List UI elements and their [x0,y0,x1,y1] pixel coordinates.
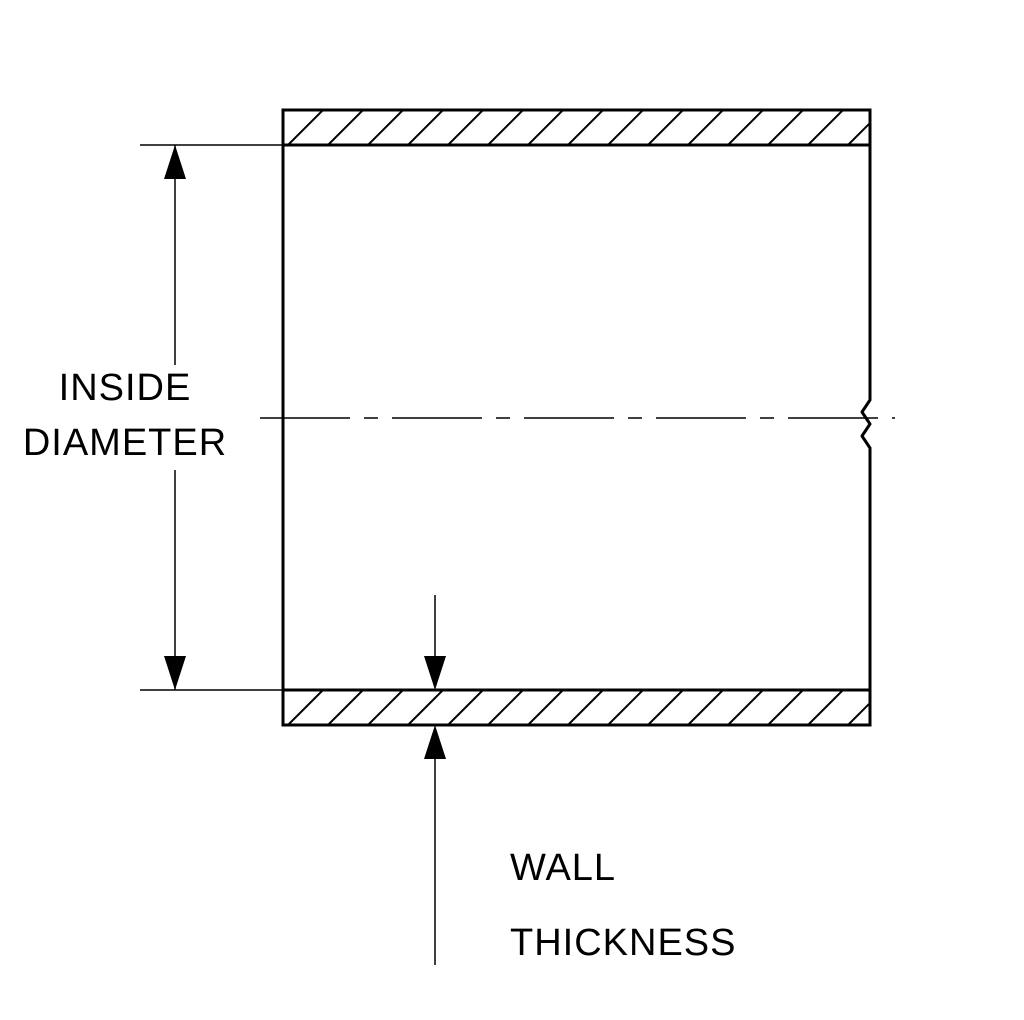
label-wall: WALL [510,847,616,889]
label-inside: INSIDE [59,367,192,409]
label-thickness: THICKNESS [510,922,736,964]
tube-section-diagram: INSIDE DIAMETER WALL THICKNESS [0,0,1024,1020]
label-diameter: DIAMETER [23,422,227,464]
